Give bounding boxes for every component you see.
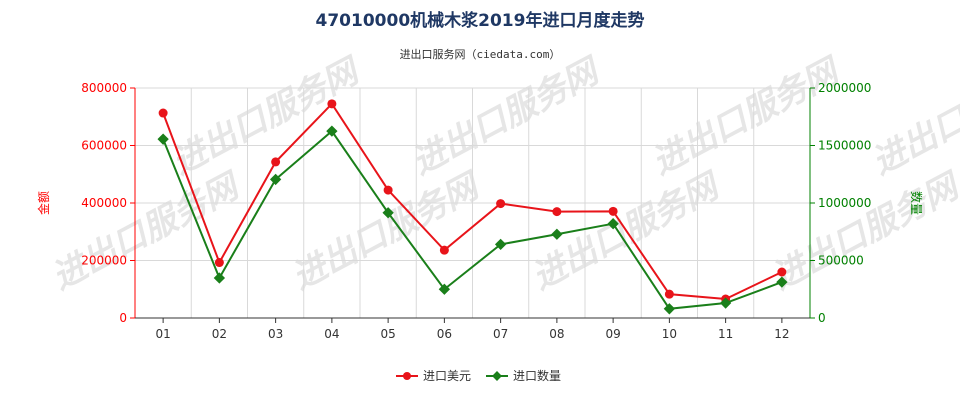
data-point-import-quantity (776, 276, 788, 288)
data-point-import-usd (777, 267, 787, 277)
right-tick-label: 0 (818, 311, 826, 325)
data-point-import-quantity (269, 173, 282, 186)
x-tick-label: 10 (662, 327, 677, 341)
x-tick-label: 07 (493, 327, 508, 341)
legend-marker (403, 372, 411, 380)
right-y-ticks: 0 500000 1000000 1500000 2000000 (810, 81, 871, 325)
watermark-text: 进出口服务网 (865, 50, 960, 183)
watermark-text: 进出口服务网 (405, 50, 608, 183)
x-tick-label: 11 (718, 327, 733, 341)
left-y-ticks: 0 200000 400000 600000 800000 (81, 81, 135, 325)
legend-label: 进口数量 (513, 368, 561, 383)
x-tick-label: 12 (774, 327, 789, 341)
right-axis-label: 数量 (909, 191, 924, 215)
left-tick-label: 800000 (81, 81, 127, 95)
data-point-import-usd (383, 185, 393, 195)
legend[interactable]: 进口美元 进口数量 (396, 368, 561, 383)
watermark-text: 进出口服务网 (765, 165, 960, 298)
x-tick-label: 06 (437, 327, 452, 341)
legend-marker (492, 371, 502, 381)
x-tick-label: 04 (324, 327, 339, 341)
data-point-import-usd (271, 157, 281, 167)
x-axis-ticks: 01 02 03 04 05 06 07 08 09 10 11 12 (155, 318, 790, 341)
data-point-import-quantity (494, 238, 507, 251)
right-tick-label: 1500000 (818, 139, 871, 153)
left-tick-label: 400000 (81, 196, 127, 210)
data-point-import-usd (552, 207, 562, 217)
data-point-import-usd (439, 245, 449, 255)
left-tick-label: 0 (119, 311, 127, 325)
data-point-import-usd (214, 258, 224, 268)
legend-item-import-quantity[interactable]: 进口数量 (486, 368, 561, 383)
left-tick-label: 200000 (81, 254, 127, 268)
data-point-import-quantity (551, 228, 563, 240)
data-point-import-usd (158, 108, 168, 118)
watermark-text: 进出口服务网 (165, 50, 368, 183)
data-point-import-quantity (157, 133, 169, 145)
chart-title: 47010000机械木浆2019年进口月度走势 (316, 10, 645, 31)
data-point-import-quantity (719, 297, 732, 309)
x-tick-label: 03 (268, 327, 283, 341)
data-point-import-quantity (663, 303, 676, 315)
legend-label: 进口美元 (423, 369, 471, 383)
x-tick-label: 02 (212, 327, 227, 341)
x-tick-label: 09 (605, 327, 620, 341)
data-point-import-quantity (382, 207, 394, 219)
data-point-import-quantity (607, 218, 619, 230)
data-point-import-usd (327, 99, 337, 109)
right-tick-label: 500000 (818, 254, 864, 268)
right-tick-label: 1000000 (818, 196, 871, 210)
series-line-import-usd (162, 102, 783, 301)
chart-subtitle: 进出口服务网（ciedata.com） (400, 47, 561, 61)
left-axis-label: 金额 (36, 191, 51, 215)
data-point-import-quantity (213, 272, 226, 284)
series-line-import-quantity (162, 129, 783, 310)
x-tick-label: 05 (380, 327, 395, 341)
right-tick-label: 2000000 (818, 81, 871, 95)
x-tick-label: 01 (155, 327, 170, 341)
x-tick-label: 08 (549, 327, 564, 341)
data-point-import-usd (664, 289, 674, 299)
legend-item-import-usd[interactable]: 进口美元 (396, 369, 471, 383)
data-point-import-quantity (438, 283, 451, 295)
watermark-text: 进出口服务网 (645, 50, 848, 183)
left-tick-label: 600000 (81, 139, 127, 153)
data-point-import-usd (608, 206, 618, 216)
data-point-import-usd (496, 199, 506, 209)
